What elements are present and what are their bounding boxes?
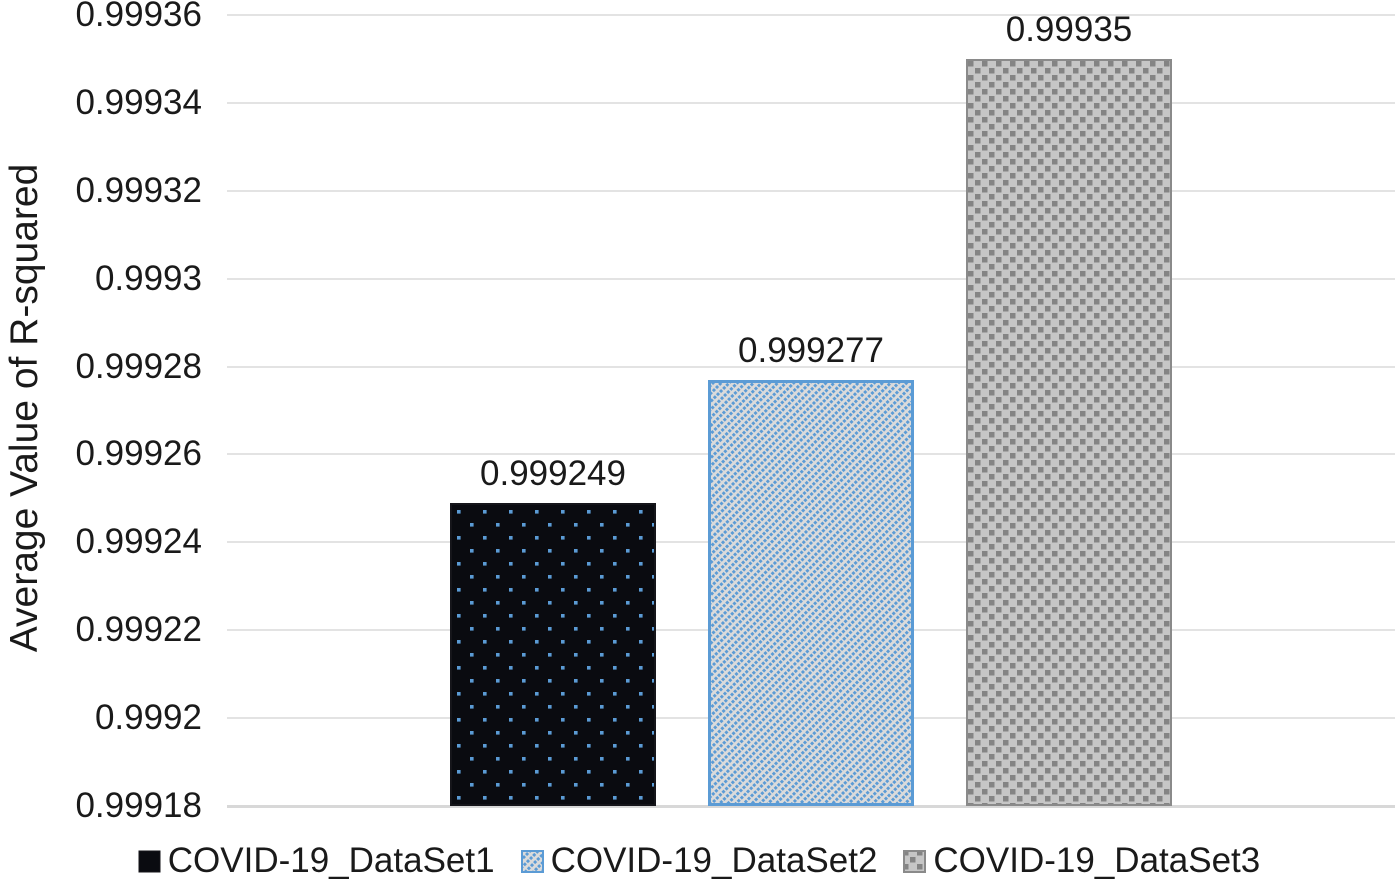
gridline <box>227 101 1395 104</box>
y-tick-label: 0.99932 <box>75 170 202 210</box>
y-tick-label: 0.99926 <box>75 434 202 474</box>
gridline <box>227 14 1395 16</box>
y-tick-label: 0.99928 <box>75 346 202 386</box>
gridline <box>227 365 1395 368</box>
gridline <box>227 189 1395 192</box>
legend-item-COVID-19_DataSet1: COVID-19_DataSet1 <box>138 842 495 880</box>
data-label: 0.999249 <box>480 453 626 493</box>
legend-item-COVID-19_DataSet3: COVID-19_DataSet3 <box>903 842 1260 880</box>
y-tick-label: 0.99934 <box>75 82 202 122</box>
y-tick-label: 0.99924 <box>75 522 202 562</box>
y-tick-label: 0.99918 <box>75 786 202 825</box>
legend-swatch-icon <box>520 849 544 873</box>
legend-swatch-icon <box>903 849 927 873</box>
x-axis-line <box>227 804 1395 808</box>
y-axis-title: Average Value of R-squared <box>3 163 46 653</box>
legend-swatch-icon <box>138 850 161 872</box>
data-label: 0.999277 <box>738 330 884 370</box>
bar-COVID-19_DataSet2 <box>708 379 914 806</box>
y-tick-label: 0.99922 <box>75 610 202 650</box>
data-label: 0.99935 <box>1005 9 1133 49</box>
y-tick-label: 0.99936 <box>75 0 202 34</box>
bar-COVID-19_DataSet1 <box>450 502 656 806</box>
legend-label: COVID-19_DataSet1 <box>167 841 495 880</box>
y-tick-label: 0.9992 <box>94 698 202 738</box>
legend: COVID-19_DataSet1 COVID-19_DataSet2 COVID-… <box>0 842 1398 880</box>
y-tick-label: 0.9993 <box>94 258 202 298</box>
legend-label: COVID-19_DataSet3 <box>933 841 1261 880</box>
gridline <box>227 277 1395 280</box>
legend-item-COVID-19_DataSet2: COVID-19_DataSet2 <box>520 841 878 880</box>
legend-label: COVID-19_DataSet2 <box>550 841 878 880</box>
bar-COVID-19_DataSet3 <box>966 58 1172 806</box>
